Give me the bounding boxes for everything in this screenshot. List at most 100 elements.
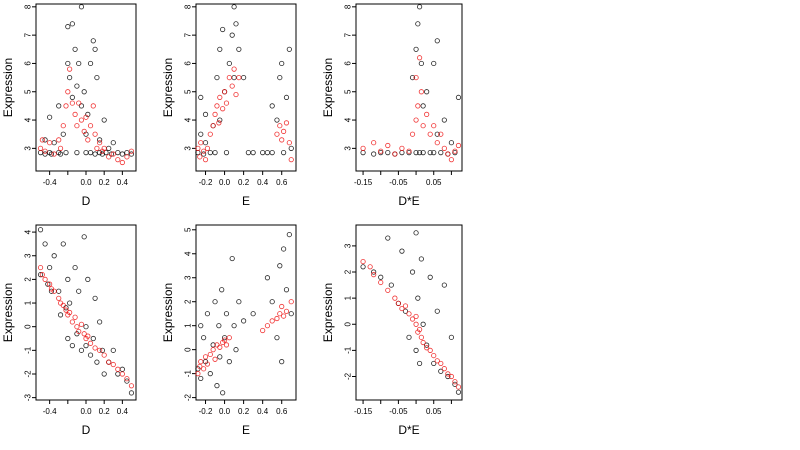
black-data-point xyxy=(92,46,98,52)
black-data-point xyxy=(87,150,94,156)
black-data-point xyxy=(78,4,85,10)
red-data-point xyxy=(223,342,230,348)
red-data-point xyxy=(455,384,462,390)
red-data-point xyxy=(78,321,85,327)
black-data-point xyxy=(378,150,384,156)
red-data-point xyxy=(94,145,100,151)
black-data-point xyxy=(92,295,98,301)
red-data-point xyxy=(67,66,73,72)
black-data-point xyxy=(424,342,430,348)
black-data-point xyxy=(74,83,80,89)
red-data-point xyxy=(128,148,135,154)
x-tick-label: 0.2 xyxy=(238,178,250,187)
black-data-point xyxy=(448,140,454,146)
red-data-point xyxy=(277,123,283,129)
red-data-point xyxy=(60,302,66,309)
panel-2: -0.2 0.0 0.2 0.4 0.6 3 4 5 6 7 8 E Expression xyxy=(161,3,297,208)
red-data-point xyxy=(288,299,294,305)
y-tick-label: 8 xyxy=(344,4,353,9)
x-tick-label: -0.2 xyxy=(199,178,213,187)
black-data-point xyxy=(434,131,440,137)
black-data-point xyxy=(279,60,285,67)
black-data-point xyxy=(371,151,377,157)
y-tick-label: 4 xyxy=(344,117,353,122)
red-data-point xyxy=(360,145,366,151)
red-data-point xyxy=(37,145,44,151)
red-data-point xyxy=(445,371,451,377)
red-data-point xyxy=(101,145,107,151)
black-data-point xyxy=(413,150,419,156)
red-data-point xyxy=(202,157,209,163)
black-data-point xyxy=(217,46,223,52)
red-data-point xyxy=(204,361,211,367)
black-data-point xyxy=(402,308,409,314)
black-data-point xyxy=(233,21,239,27)
red-data-point xyxy=(281,313,287,319)
y-tick-label: 6 xyxy=(184,61,193,66)
x-tick-label: 0.4 xyxy=(257,178,269,187)
black-data-point xyxy=(438,150,444,156)
x-tick-label: 0.4 xyxy=(117,407,129,416)
red-data-point xyxy=(65,89,71,95)
black-data-point xyxy=(406,150,412,156)
black-data-point xyxy=(69,343,75,349)
red-data-point xyxy=(406,148,412,154)
black-data-point xyxy=(269,150,275,156)
y-tick-label: 0 xyxy=(184,347,193,352)
black-data-point xyxy=(101,371,107,377)
red-data-point xyxy=(392,295,398,301)
black-data-point xyxy=(76,288,82,294)
black-data-point xyxy=(202,111,209,117)
red-data-point xyxy=(431,123,437,129)
x-tick-label: -0.4 xyxy=(43,178,57,187)
red-data-point xyxy=(92,131,98,137)
y-axis-title: Expression xyxy=(321,283,335,342)
red-data-point xyxy=(87,123,94,129)
x-axis-title: D*E xyxy=(398,194,419,208)
red-data-point xyxy=(207,351,213,358)
black-data-point xyxy=(51,253,57,259)
black-data-point xyxy=(101,117,107,123)
black-data-point xyxy=(279,359,285,365)
black-data-point xyxy=(47,114,53,120)
black-data-point xyxy=(434,308,440,314)
black-data-point xyxy=(241,74,247,81)
black-data-point xyxy=(67,300,73,306)
red-data-point xyxy=(221,337,228,343)
black-data-point xyxy=(385,150,391,156)
black-data-point xyxy=(220,26,226,33)
red-data-point xyxy=(367,264,373,270)
black-data-point xyxy=(427,274,433,280)
black-data-point xyxy=(416,360,423,367)
black-data-point xyxy=(216,323,222,329)
red-data-point xyxy=(231,66,237,72)
black-data-point xyxy=(229,32,235,38)
black-data-point xyxy=(198,375,204,382)
red-data-point xyxy=(420,339,426,346)
black-data-point xyxy=(201,335,207,341)
black-data-point xyxy=(124,378,130,384)
red-data-point xyxy=(452,379,458,385)
black-data-point xyxy=(226,60,232,67)
red-data-point xyxy=(402,303,409,309)
panel-1: -0.4 0.0 0.2 0.4 3 4 5 6 7 8 D Expression xyxy=(1,3,137,208)
red-data-point xyxy=(392,151,398,157)
black-data-point xyxy=(288,311,294,317)
red-data-point xyxy=(39,272,45,278)
y-tick-label: -1 xyxy=(344,346,353,354)
red-data-point xyxy=(195,145,201,151)
x-tick-label: 0.0 xyxy=(219,407,231,416)
plot-frame xyxy=(355,3,463,172)
red-data-point xyxy=(415,103,421,109)
y-tick-label: -1 xyxy=(24,346,33,354)
red-data-point xyxy=(416,326,423,333)
red-data-point xyxy=(195,371,201,377)
black-data-point xyxy=(97,137,103,143)
red-data-point xyxy=(110,361,116,368)
red-data-point xyxy=(399,305,405,312)
red-data-point xyxy=(83,114,89,120)
red-data-point xyxy=(110,151,116,157)
red-data-point xyxy=(427,347,433,353)
red-data-point xyxy=(97,140,103,146)
plot-frame xyxy=(195,3,297,172)
